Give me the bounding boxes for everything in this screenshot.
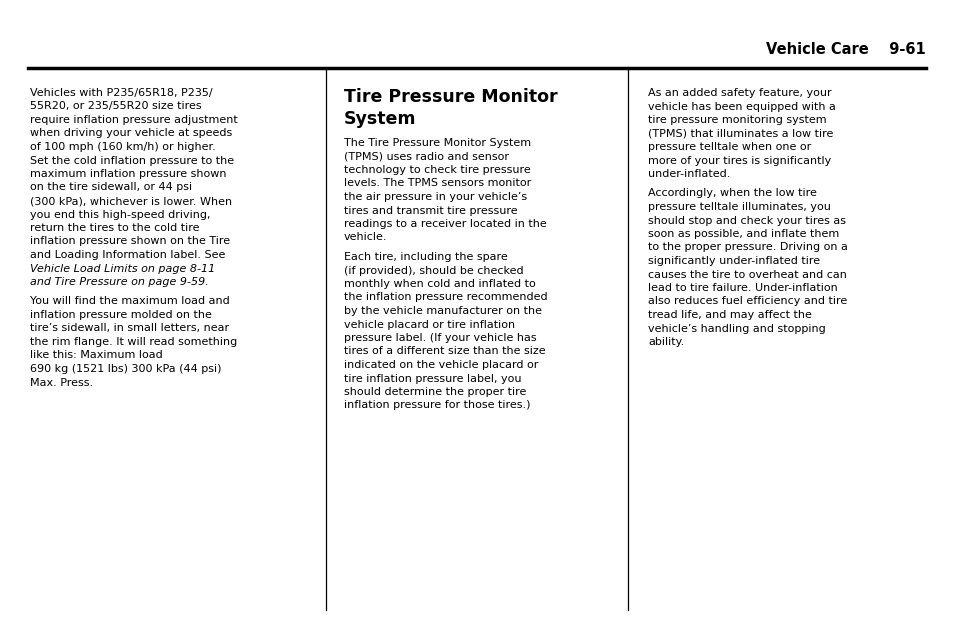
Text: levels. The TPMS sensors monitor: levels. The TPMS sensors monitor [344,179,531,188]
Text: Vehicle Care    9-61: Vehicle Care 9-61 [765,42,925,57]
Text: inflation pressure molded on the: inflation pressure molded on the [30,310,212,320]
Text: should determine the proper tire: should determine the proper tire [344,387,526,397]
Text: vehicle has been equipped with a: vehicle has been equipped with a [647,101,835,112]
Text: under-inflated.: under-inflated. [647,169,730,179]
Text: technology to check tire pressure: technology to check tire pressure [344,165,530,175]
Text: 55R20, or 235/55R20 size tires: 55R20, or 235/55R20 size tires [30,101,201,112]
Text: pressure telltale illuminates, you: pressure telltale illuminates, you [647,202,830,212]
Text: indicated on the vehicle placard or: indicated on the vehicle placard or [344,360,537,370]
Text: more of your tires is significantly: more of your tires is significantly [647,156,830,165]
Text: inflation pressure for those tires.): inflation pressure for those tires.) [344,401,530,410]
Text: vehicle’s handling and stopping: vehicle’s handling and stopping [647,323,825,334]
Text: lead to tire failure. Under-inflation: lead to tire failure. Under-inflation [647,283,837,293]
Text: pressure label. (If your vehicle has: pressure label. (If your vehicle has [344,333,536,343]
Text: Each tire, including the spare: Each tire, including the spare [344,252,507,262]
Text: you end this high-speed driving,: you end this high-speed driving, [30,209,211,219]
Text: maximum inflation pressure shown: maximum inflation pressure shown [30,169,226,179]
Text: System: System [344,110,416,128]
Text: (if provided), should be checked: (if provided), should be checked [344,265,523,276]
Text: of 100 mph (160 km/h) or higher.: of 100 mph (160 km/h) or higher. [30,142,215,152]
Text: vehicle.: vehicle. [344,232,387,242]
Text: (TPMS) that illuminates a low tire: (TPMS) that illuminates a low tire [647,128,833,138]
Text: return the tires to the cold tire: return the tires to the cold tire [30,223,199,233]
Text: tread life, and may affect the: tread life, and may affect the [647,310,811,320]
Text: by the vehicle manufacturer on the: by the vehicle manufacturer on the [344,306,541,316]
Text: Tire Pressure Monitor: Tire Pressure Monitor [344,88,558,106]
Text: (300 kPa), whichever is lower. When: (300 kPa), whichever is lower. When [30,196,232,206]
Text: Vehicles with P235/65R18, P235/: Vehicles with P235/65R18, P235/ [30,88,213,98]
Text: Max. Press.: Max. Press. [30,378,93,387]
Text: As an added safety feature, your: As an added safety feature, your [647,88,831,98]
Text: when driving your vehicle at speeds: when driving your vehicle at speeds [30,128,232,138]
Text: Set the cold inflation pressure to the: Set the cold inflation pressure to the [30,156,233,165]
Text: monthly when cold and inflated to: monthly when cold and inflated to [344,279,536,289]
Text: tires and transmit tire pressure: tires and transmit tire pressure [344,205,517,216]
Text: tires of a different size than the size: tires of a different size than the size [344,346,545,357]
Text: soon as possible, and inflate them: soon as possible, and inflate them [647,229,839,239]
Text: 690 kg (1521 lbs) 300 kPa (44 psi): 690 kg (1521 lbs) 300 kPa (44 psi) [30,364,221,374]
Text: also reduces fuel efficiency and tire: also reduces fuel efficiency and tire [647,297,846,306]
Text: Accordingly, when the low tire: Accordingly, when the low tire [647,188,816,198]
Text: should stop and check your tires as: should stop and check your tires as [647,216,845,225]
Text: the rim flange. It will read something: the rim flange. It will read something [30,337,237,347]
Text: tire’s sidewall, in small letters, near: tire’s sidewall, in small letters, near [30,323,229,334]
Text: pressure telltale when one or: pressure telltale when one or [647,142,810,152]
Text: readings to a receiver located in the: readings to a receiver located in the [344,219,546,229]
Text: to the proper pressure. Driving on a: to the proper pressure. Driving on a [647,242,847,253]
Text: Vehicle Load Limits on page 8-11: Vehicle Load Limits on page 8-11 [30,263,215,274]
Text: vehicle placard or tire inflation: vehicle placard or tire inflation [344,320,515,329]
Text: on the tire sidewall, or 44 psi: on the tire sidewall, or 44 psi [30,182,192,193]
Text: (TPMS) uses radio and sensor: (TPMS) uses radio and sensor [344,151,509,161]
Text: and Tire Pressure on page 9-59.: and Tire Pressure on page 9-59. [30,277,209,287]
Text: and Loading Information label. See: and Loading Information label. See [30,250,225,260]
Text: like this: Maximum load: like this: Maximum load [30,350,163,360]
Text: the air pressure in your vehicle’s: the air pressure in your vehicle’s [344,192,527,202]
Text: You will find the maximum load and: You will find the maximum load and [30,297,230,306]
Text: significantly under-inflated tire: significantly under-inflated tire [647,256,820,266]
Text: The Tire Pressure Monitor System: The Tire Pressure Monitor System [344,138,531,148]
Text: inflation pressure shown on the Tire: inflation pressure shown on the Tire [30,237,230,246]
Text: require inflation pressure adjustment: require inflation pressure adjustment [30,115,237,125]
Text: tire inflation pressure label, you: tire inflation pressure label, you [344,373,521,383]
Text: ability.: ability. [647,337,683,347]
Text: causes the tire to overheat and can: causes the tire to overheat and can [647,269,846,279]
Text: the inflation pressure recommended: the inflation pressure recommended [344,292,547,302]
Text: tire pressure monitoring system: tire pressure monitoring system [647,115,825,125]
